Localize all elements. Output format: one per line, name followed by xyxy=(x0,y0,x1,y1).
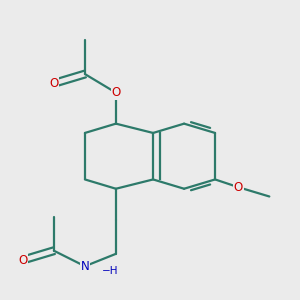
Text: O: O xyxy=(49,77,58,90)
Text: N: N xyxy=(80,260,89,273)
Text: −H: −H xyxy=(102,266,119,276)
Text: O: O xyxy=(18,254,28,266)
Text: O: O xyxy=(111,86,121,99)
Text: O: O xyxy=(234,181,243,194)
